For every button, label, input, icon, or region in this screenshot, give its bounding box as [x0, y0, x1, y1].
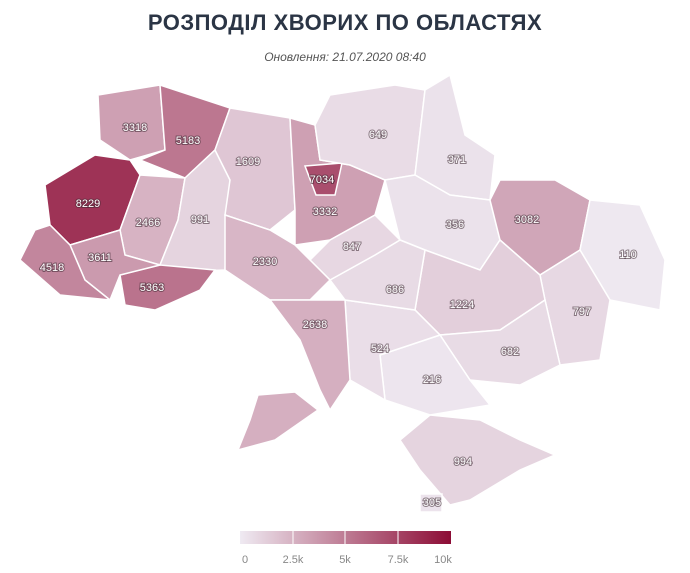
- region-value-label: 8229: [76, 198, 100, 210]
- color-legend: 0 2.5k 5k 7.5k 10k: [240, 531, 452, 566]
- legend-tick: 10k: [434, 554, 452, 566]
- region-value-label: 3082: [515, 214, 539, 226]
- region-value-label: 371: [448, 154, 466, 166]
- region-value-label: 216: [423, 374, 441, 386]
- region-value-label: 2330: [253, 256, 277, 268]
- region-value-label: 991: [191, 214, 209, 226]
- region-shape[interactable]: [399, 414, 557, 506]
- region-shape[interactable]: [419, 493, 443, 513]
- region-shape[interactable]: [224, 213, 332, 301]
- region-value-label: 7034: [310, 174, 334, 186]
- region-value-label: 5363: [140, 282, 164, 294]
- region-value-label: 356: [446, 219, 464, 231]
- legend-tick: 0: [242, 554, 248, 566]
- region-value-label: 686: [386, 284, 404, 296]
- region-value-label: 682: [501, 346, 519, 358]
- update-timestamp: Оновлення: 21.07.2020 08:40: [264, 50, 426, 64]
- region-value-label: 2638: [303, 319, 327, 331]
- region-value-label: 649: [369, 129, 387, 141]
- region-value-label: 797: [573, 306, 591, 318]
- region-value-label: 524: [371, 343, 389, 355]
- region-value-label: 847: [343, 241, 361, 253]
- legend-tick: 7.5k: [388, 554, 409, 566]
- region-shape[interactable]: [236, 391, 320, 452]
- region-shape[interactable]: [214, 107, 296, 231]
- region-shape[interactable]: [268, 299, 351, 412]
- region-value-label: 3611: [88, 252, 112, 264]
- region-value-label: 3332: [313, 206, 337, 218]
- page-title: РОЗПОДІЛ ХВОРИХ ПО ОБЛАСТЯХ: [147, 10, 543, 35]
- region-value-label: 1224: [450, 299, 474, 311]
- region-value-label: 110: [619, 249, 637, 261]
- legend-tick: 5k: [339, 554, 351, 566]
- region-value-label: 994: [454, 456, 472, 468]
- region-value-label: 5183: [176, 135, 200, 147]
- region-shape[interactable]: [97, 84, 166, 161]
- region-shape[interactable]: [303, 162, 343, 196]
- region-shape[interactable]: [19, 224, 113, 301]
- region-value-label: 4518: [40, 262, 64, 274]
- region-value-label: 3318: [123, 122, 147, 134]
- region-value-label: 305: [423, 497, 441, 509]
- region-value-label: 2466: [136, 217, 160, 229]
- legend-tick: 2.5k: [283, 554, 304, 566]
- region-value-label: 1609: [236, 156, 260, 168]
